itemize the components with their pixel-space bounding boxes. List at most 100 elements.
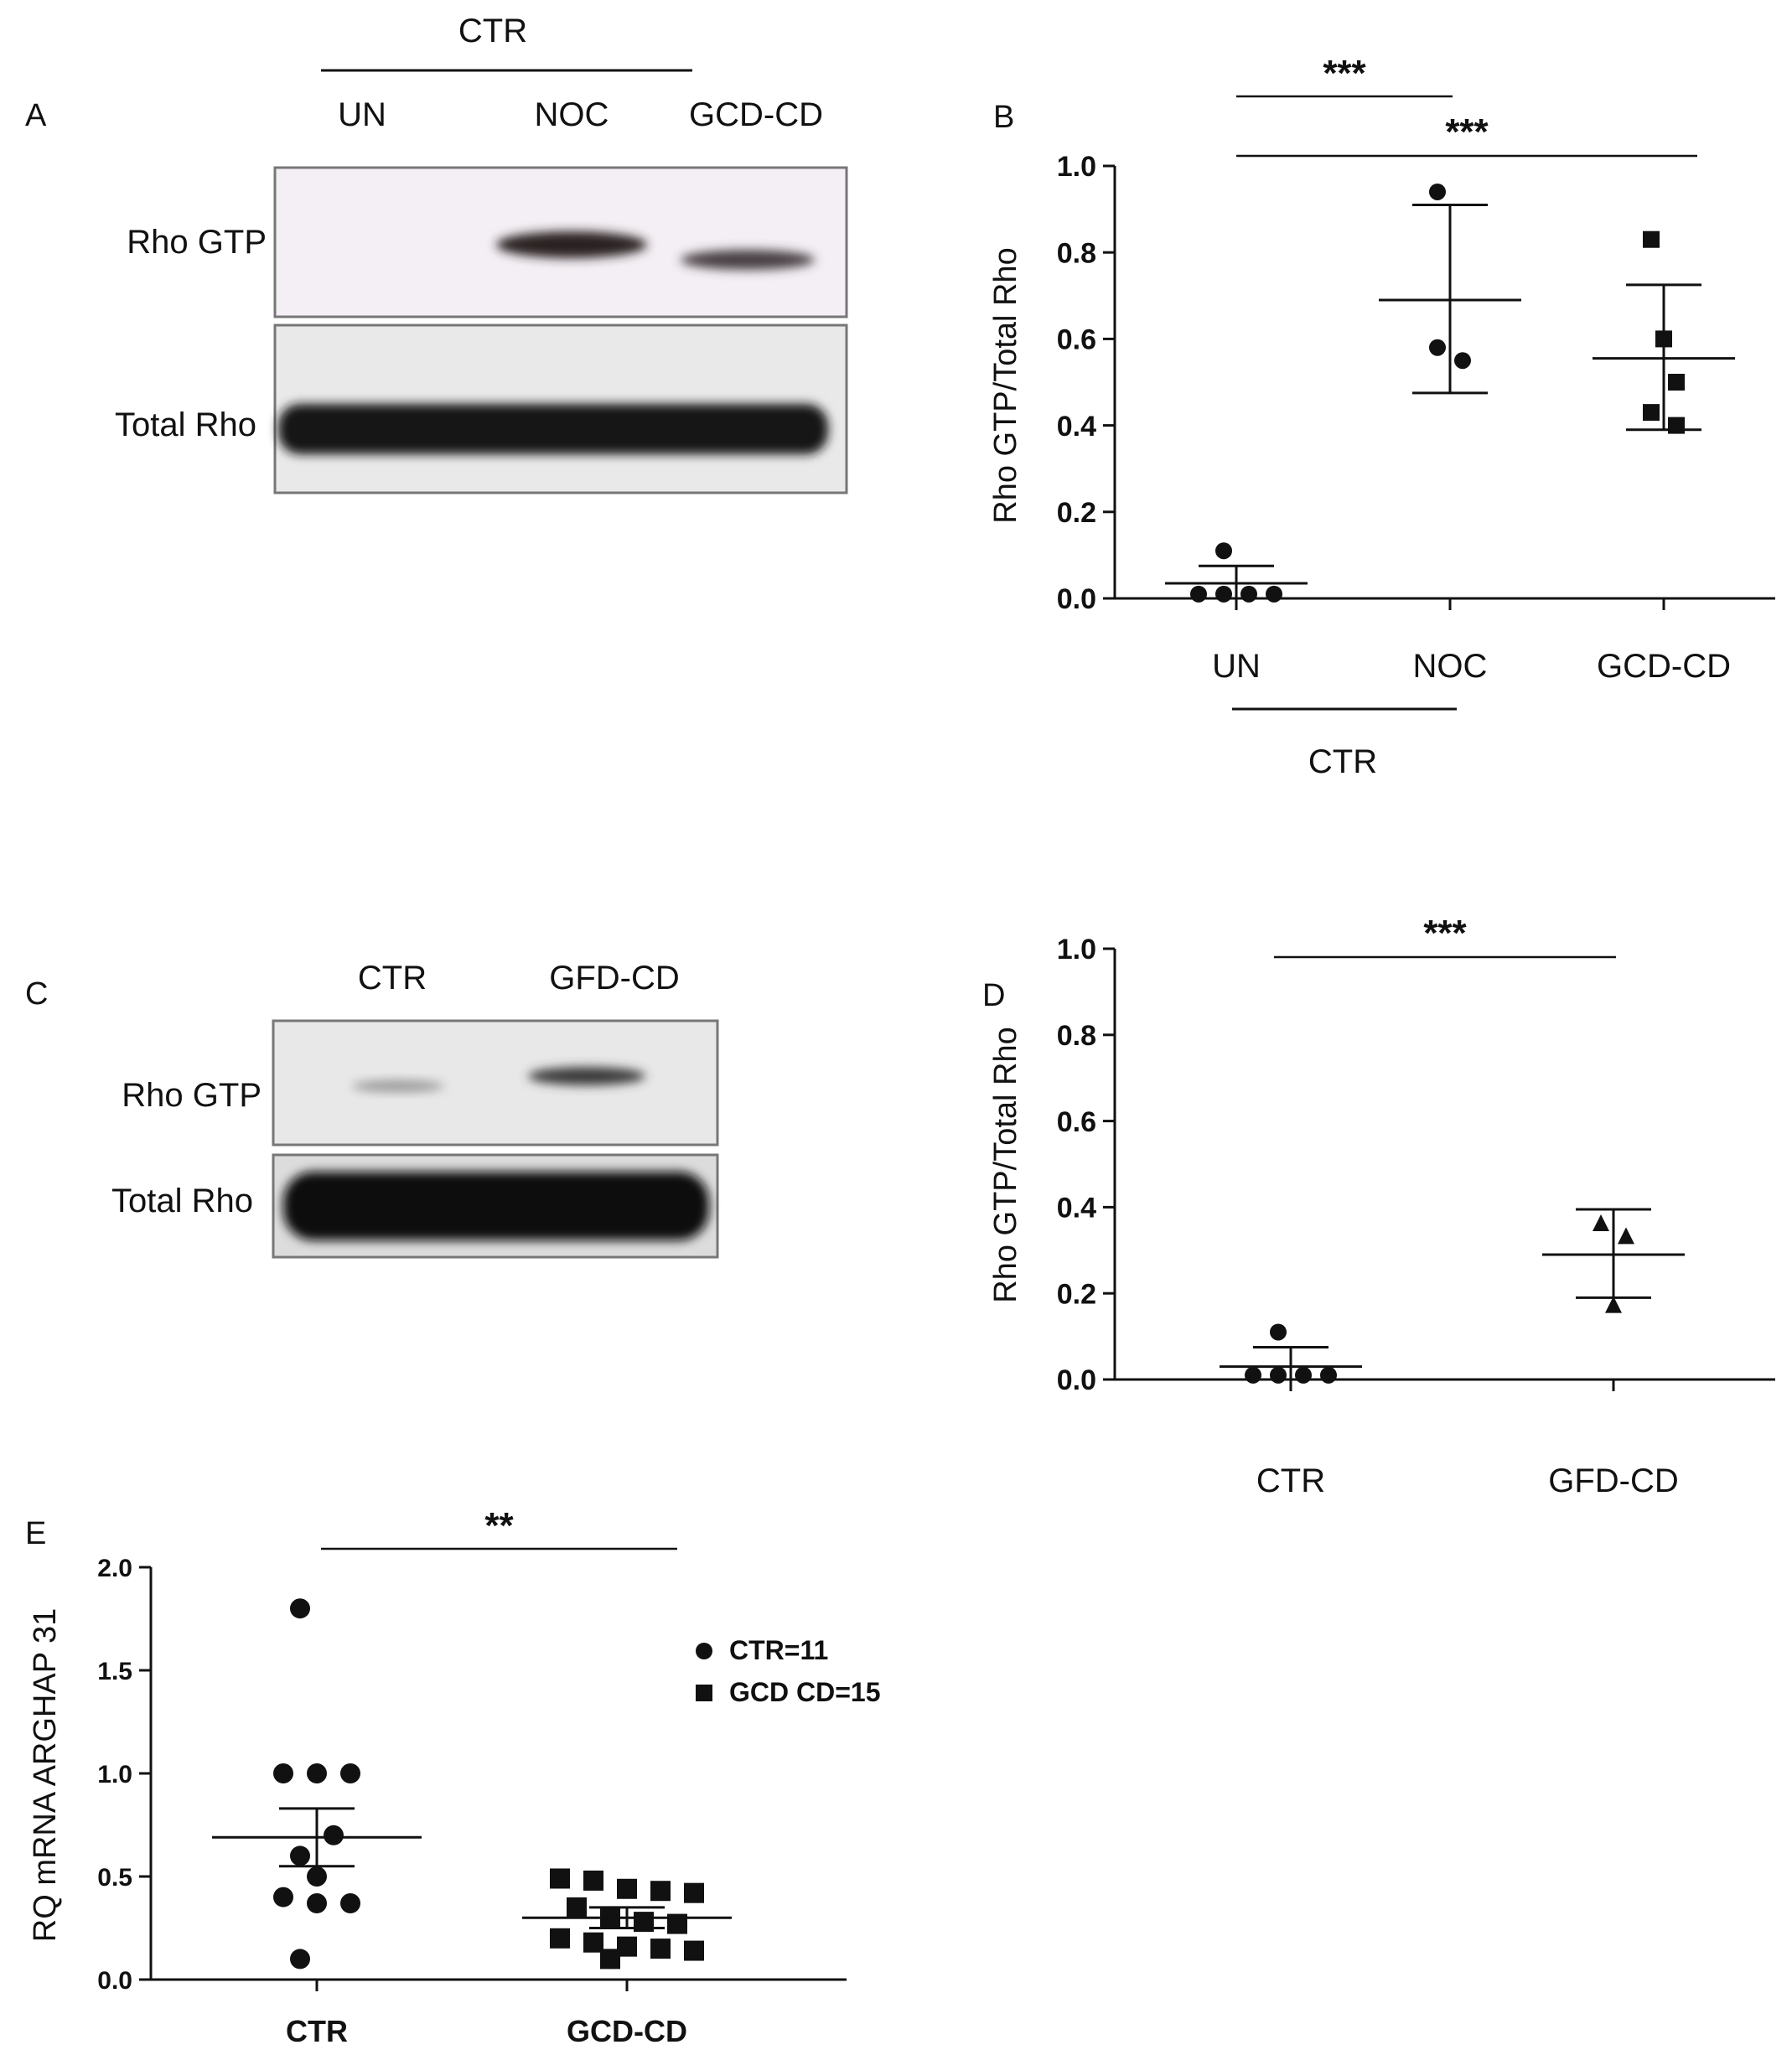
data-point — [1320, 1366, 1337, 1384]
data-point — [550, 1868, 570, 1889]
data-point — [1215, 542, 1232, 560]
legend-label: CTR=11 — [729, 1635, 828, 1665]
legend: CTR=11 GCD CD=15 — [696, 1635, 881, 1707]
row-label-rho-gtp-c: Rho GTP — [122, 1077, 262, 1114]
data-point — [1643, 404, 1660, 422]
data-point — [1618, 1227, 1634, 1245]
band-gcd-cd-rho-gtp — [681, 250, 815, 270]
group-ctr — [1220, 1323, 1362, 1384]
chart-d: D Rho GTP/Total Rho 0.0 0.2 0.4 0.6 0.8 1.0 CT… — [982, 913, 1775, 1499]
x-tick-label: GCD-CD — [567, 2014, 687, 2048]
data-point — [1605, 1296, 1622, 1313]
chart-e: E RQ mRNA ARGHAP 31 0.0 0.5 1.0 1.5 2.0 CTR GC… — [25, 1505, 881, 2048]
blot-c-rho-gtp — [272, 1019, 719, 1147]
x-tick-label: CTR — [1256, 1462, 1325, 1499]
band-total-rho-c — [283, 1172, 709, 1240]
data-point — [1270, 1366, 1287, 1384]
panel-c: C CTR GFD-CD Rho GTP Total Rho — [25, 960, 719, 1259]
x-tick-label: GFD-CD — [1548, 1462, 1679, 1499]
data-point — [290, 1949, 310, 1970]
data-point — [617, 1878, 637, 1899]
data-point — [1668, 374, 1685, 391]
y-tick-label: 0.2 — [1057, 497, 1096, 529]
x-tick-label: GCD-CD — [1597, 648, 1731, 685]
y-tick-label: 0.0 — [97, 1967, 132, 1995]
group-un — [1165, 542, 1308, 603]
y-tick-label: 0.6 — [1057, 324, 1096, 356]
data-point — [273, 1763, 293, 1783]
lane-label-gfd-cd: GFD-CD — [549, 960, 680, 996]
lane-label-noc: NOC — [535, 96, 609, 133]
group-gcd-cd — [1593, 230, 1735, 434]
data-point — [1190, 585, 1207, 603]
y-tick-label: 0.0 — [1057, 1364, 1096, 1396]
data-point — [567, 1897, 587, 1918]
lane-label-ctr: CTR — [358, 960, 427, 996]
x-tick-label: UN — [1212, 648, 1261, 685]
data-point — [684, 1940, 704, 1961]
row-label-rho-gtp: Rho GTP — [127, 224, 267, 261]
y-tick-label: 0.6 — [1057, 1106, 1096, 1138]
data-point — [324, 1825, 344, 1845]
y-tick-label: 0.8 — [1057, 1020, 1096, 1052]
y-tick-label: 0.8 — [1057, 237, 1096, 269]
row-label-total-rho: Total Rho — [115, 406, 256, 443]
y-tick-label: 0.4 — [1057, 1193, 1096, 1224]
data-point — [600, 1949, 620, 1970]
data-point — [340, 1763, 360, 1783]
panel-d-letter: D — [982, 978, 1005, 1013]
chart-b-ylabel: Rho GTP/Total Rho — [988, 247, 1023, 523]
band-gfd-cd-rho-gtp — [528, 1067, 645, 1085]
y-tick-label: 0.4 — [1057, 411, 1096, 443]
y-tick-label: 1.0 — [97, 1761, 132, 1788]
row-label-total-rho-c: Total Rho — [111, 1183, 253, 1219]
data-point — [1266, 585, 1282, 603]
data-point — [550, 1928, 570, 1949]
legend-marker — [696, 1685, 712, 1701]
data-point — [583, 1870, 603, 1891]
panel-a-group-label: CTR — [458, 13, 527, 49]
significance-label: *** — [1445, 111, 1489, 153]
lane-label-un: UN — [338, 96, 386, 133]
data-point — [1643, 230, 1660, 248]
data-point — [1454, 352, 1471, 370]
data-point — [1668, 417, 1685, 434]
y-tick-label: 0.5 — [97, 1864, 132, 1892]
group-gcd-cd — [522, 1868, 732, 1970]
panel-c-letter: C — [25, 976, 48, 1012]
legend-label: GCD CD=15 — [729, 1677, 881, 1707]
lane-label-gcd-cd: GCD-CD — [689, 96, 823, 133]
data-point — [273, 1887, 293, 1907]
data-point — [340, 1892, 360, 1913]
data-point — [1240, 585, 1257, 603]
data-point — [290, 1845, 310, 1866]
significance-label: ** — [484, 1505, 514, 1546]
band-noc-rho-gtp — [496, 231, 647, 258]
panel-a: A CTR UN NOC GCD-CD Rho GTP Total Rho — [25, 13, 848, 494]
y-tick-label: 1.5 — [97, 1658, 132, 1685]
panel-a-letter: A — [25, 98, 47, 133]
data-point — [1295, 1366, 1312, 1384]
y-tick-label: 0.2 — [1057, 1278, 1096, 1310]
y-tick-label: 1.0 — [1057, 934, 1096, 965]
data-point — [1593, 1214, 1609, 1231]
group-gfd-cd — [1542, 1208, 1685, 1313]
data-point — [1245, 1366, 1261, 1384]
panel-b-letter: B — [993, 100, 1014, 135]
blot-a-total-rho — [273, 324, 848, 494]
band-total-rho-a — [278, 404, 828, 454]
data-point — [307, 1763, 327, 1783]
data-point — [307, 1892, 327, 1913]
significance-label: *** — [1323, 53, 1366, 94]
data-point — [684, 1882, 704, 1903]
y-tick-label: 1.0 — [1057, 151, 1096, 183]
y-tick-label: 0.0 — [1057, 583, 1096, 615]
legend-marker — [696, 1643, 712, 1659]
chart-e-ylabel: RQ mRNA ARGHAP 31 — [28, 1608, 63, 1942]
x-tick-label: CTR — [286, 2014, 348, 2048]
blot-c-total-rho — [272, 1153, 719, 1259]
data-point — [1270, 1323, 1287, 1341]
chart-b: B Rho GTP/Total Rho CTR 0.0 0.2 0.4 0.6 0.8 1… — [988, 53, 1775, 780]
panel-e-letter: E — [25, 1516, 46, 1551]
chart-b-group-label: CTR — [1308, 743, 1377, 780]
